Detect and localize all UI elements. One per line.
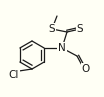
Text: S: S (49, 24, 55, 34)
Text: O: O (82, 64, 90, 74)
Text: N: N (58, 43, 66, 53)
Text: S: S (77, 24, 83, 34)
Text: Cl: Cl (9, 70, 19, 80)
